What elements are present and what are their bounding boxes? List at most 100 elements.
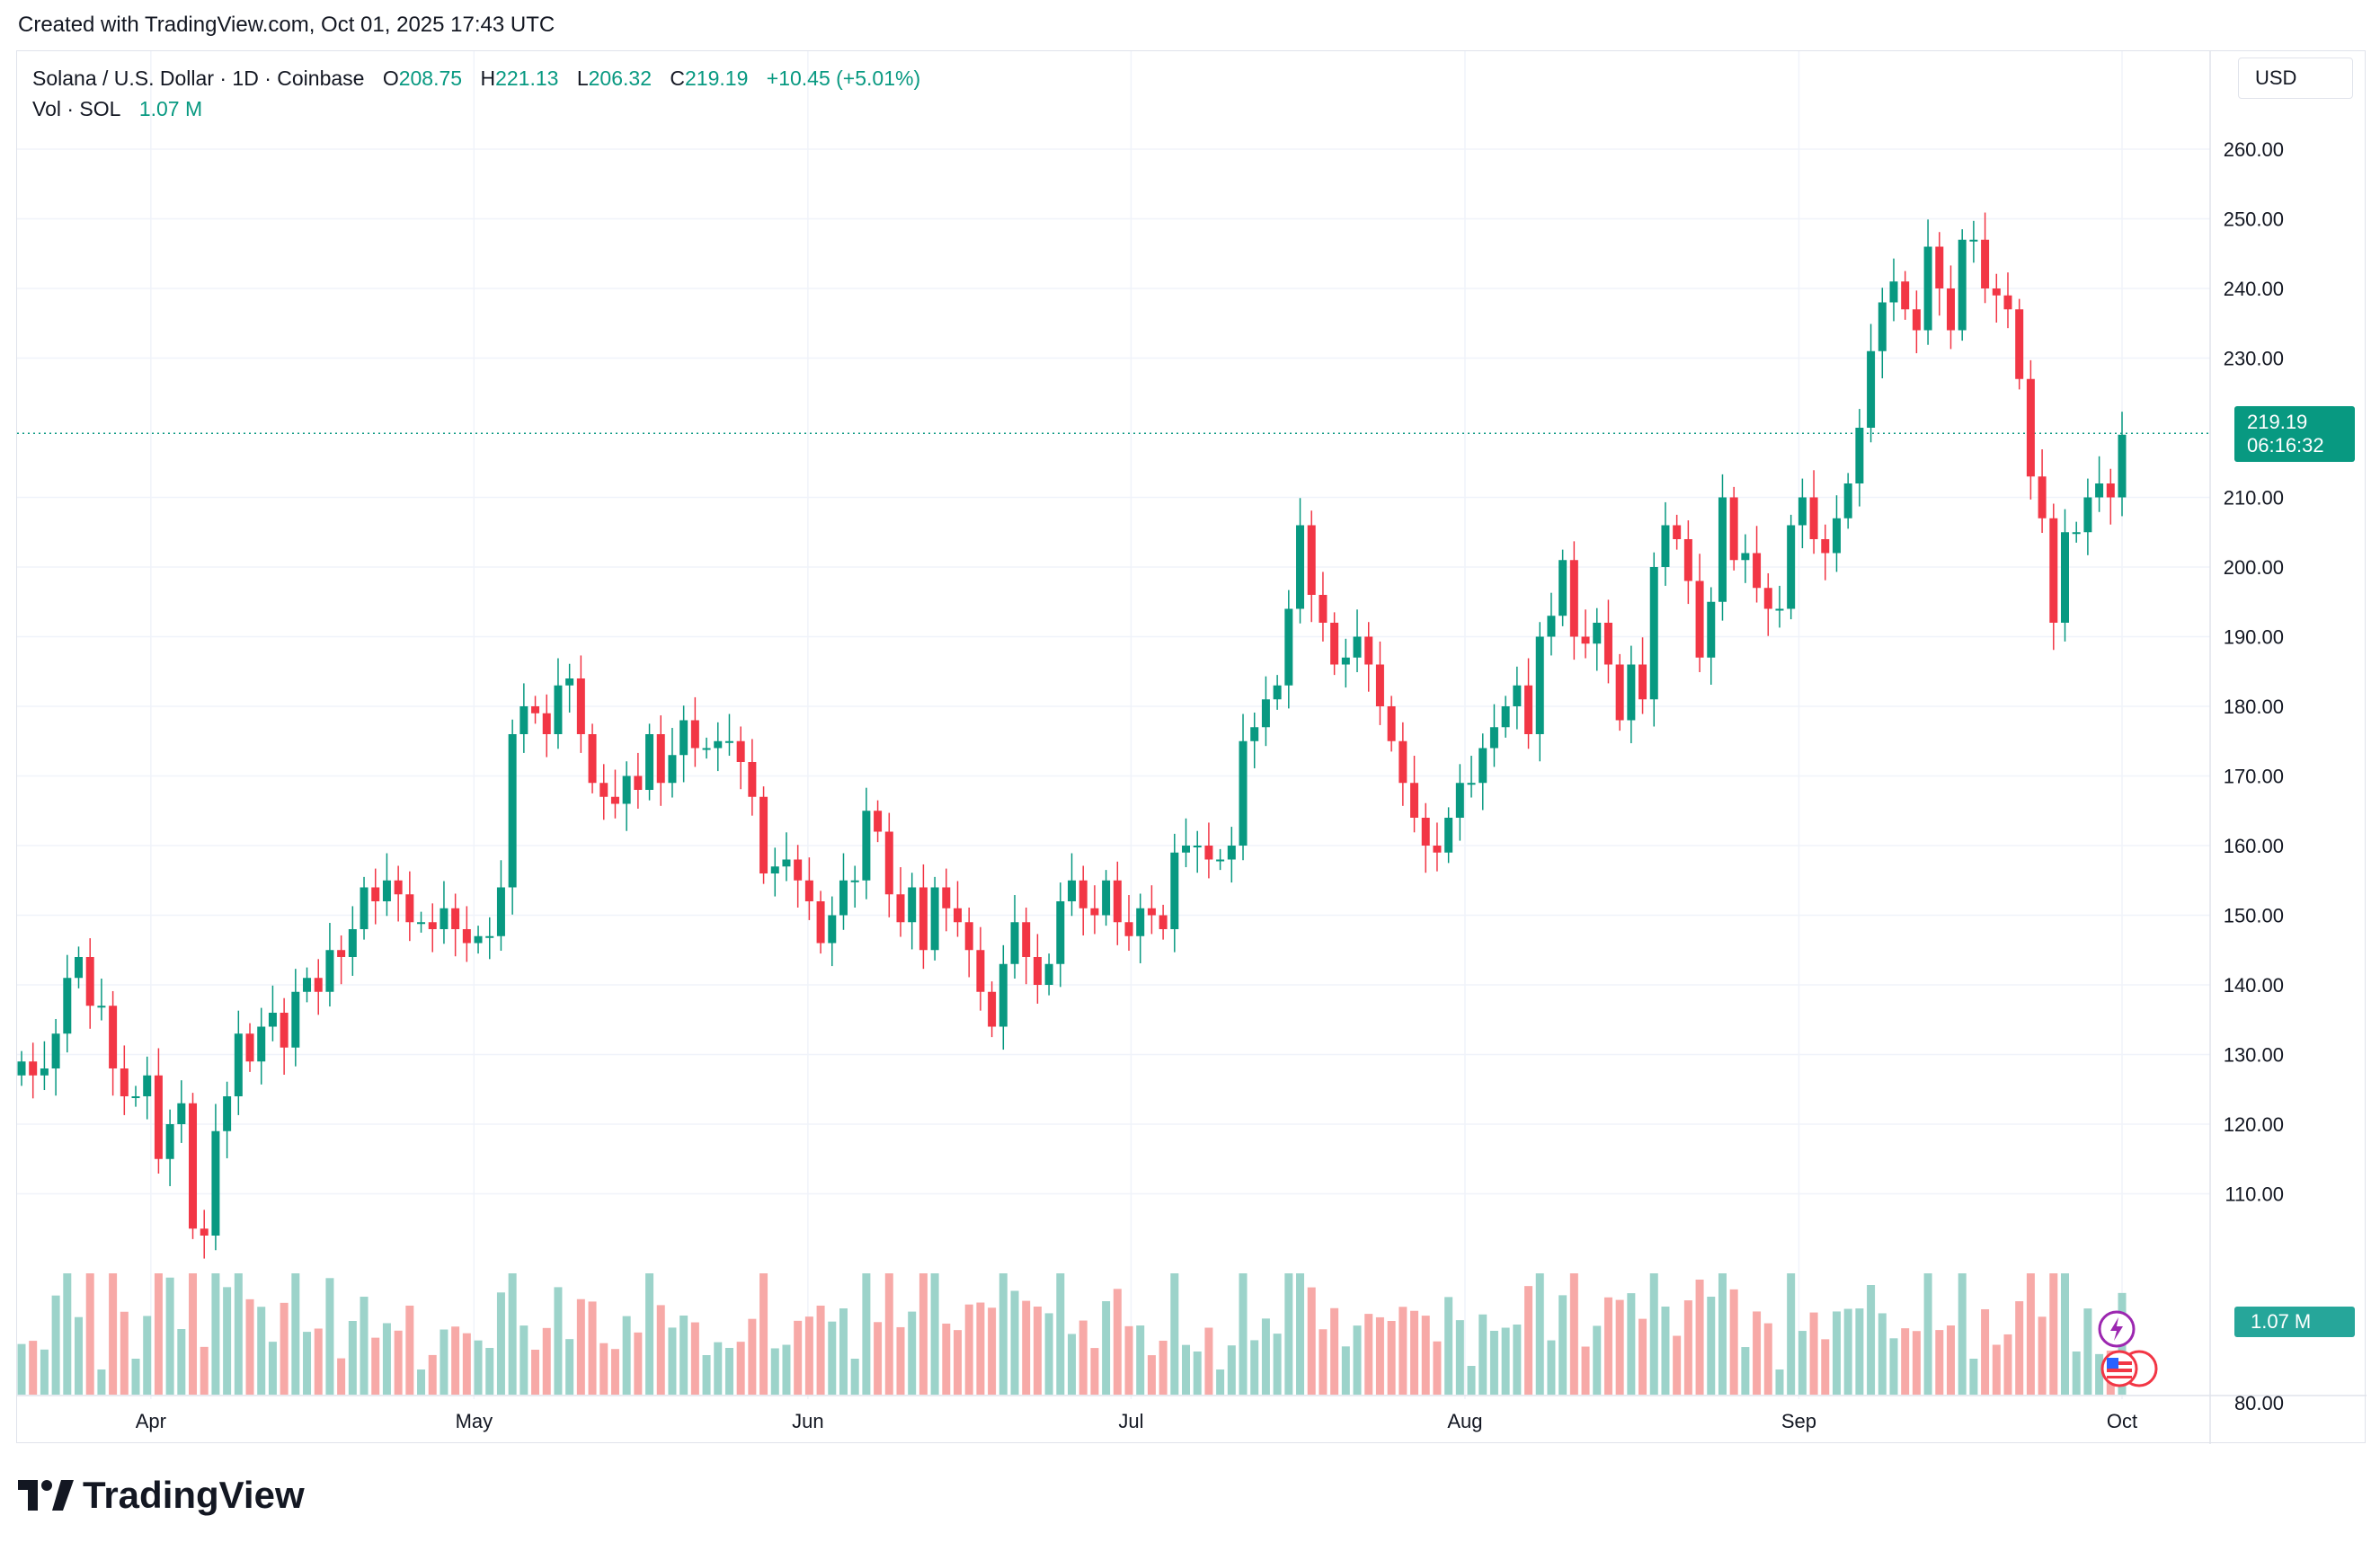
volume-bar [2095, 1353, 2104, 1395]
volume-bar [804, 1316, 813, 1395]
candle [405, 871, 414, 942]
candle [610, 769, 619, 819]
candle [1410, 756, 1419, 833]
candle [1969, 220, 1978, 263]
candle [930, 876, 939, 961]
candle [428, 903, 437, 953]
candle [1889, 258, 1898, 322]
candle [554, 658, 563, 749]
volume-bar [508, 1273, 517, 1395]
candle [576, 655, 585, 753]
volume-bar [1364, 1314, 1373, 1395]
volume-bar [1581, 1346, 1590, 1395]
candle [1559, 549, 1567, 626]
low-label: L [576, 66, 589, 90]
last-price-value: 219.19 [2247, 411, 2308, 433]
candle [417, 911, 426, 933]
candle [382, 853, 391, 917]
tradingview-logo[interactable]: TradingView [18, 1474, 305, 1517]
volume-bar [382, 1323, 391, 1395]
candle [245, 1023, 254, 1072]
candle [1627, 645, 1636, 744]
volume-bar [1992, 1344, 2001, 1395]
volume-bar [109, 1273, 118, 1395]
time-tick-label: Jul [1118, 1410, 1143, 1432]
candle [816, 891, 825, 954]
volume-bar [1559, 1295, 1567, 1395]
volume-bar [1649, 1273, 1658, 1395]
volume-bar [759, 1273, 768, 1395]
volume-bar [462, 1333, 471, 1395]
candle [1912, 290, 1921, 354]
volume-bar [1673, 1335, 1682, 1395]
candle [257, 1007, 266, 1085]
volume-bar [257, 1307, 266, 1395]
candle [714, 722, 723, 772]
volume-bar [1056, 1273, 1065, 1395]
us-flag-icon[interactable] [2094, 1346, 2166, 1391]
candle [1958, 229, 1967, 341]
volume-bar [1204, 1327, 1213, 1395]
candle [1227, 827, 1236, 883]
candle [2083, 478, 2092, 555]
price-chart[interactable]: 80.00 110.00 120.00 130.00 140.00 150.00 160.0… [17, 51, 2367, 1444]
candle [1707, 587, 1716, 685]
candle [656, 715, 665, 806]
volume-bar [542, 1327, 551, 1395]
volume-bar [679, 1315, 688, 1395]
volume-bar [850, 1359, 859, 1395]
candle [348, 906, 357, 976]
volume-bar [1330, 1307, 1339, 1395]
time-tick-label: Oct [2107, 1410, 2137, 1432]
volume-bar [1341, 1346, 1350, 1395]
candle [542, 694, 551, 758]
volume-bar [1878, 1313, 1887, 1395]
volume-bar [1912, 1331, 1921, 1395]
candle [1204, 822, 1213, 879]
candle [280, 997, 289, 1075]
candle [976, 926, 985, 1011]
candle [1319, 572, 1328, 642]
candle [2118, 412, 2127, 517]
lightning-icon[interactable] [2094, 1307, 2139, 1352]
candle [17, 1050, 26, 1086]
candle [942, 868, 951, 932]
volume-bar [314, 1328, 323, 1395]
candle [40, 1041, 49, 1091]
candle [1603, 599, 1612, 684]
time-tick-label: Sep [1781, 1410, 1816, 1432]
symbol-title[interactable]: Solana / U.S. Dollar · 1D · Coinbase [32, 66, 365, 90]
candle [1718, 474, 1727, 621]
volume-bar [714, 1342, 723, 1395]
volume-bar [988, 1307, 997, 1395]
candle [724, 713, 733, 757]
volume-bar [1353, 1325, 1362, 1395]
candle [1787, 514, 1796, 620]
volume-label[interactable]: Vol · SOL [32, 97, 121, 120]
candle [165, 1109, 174, 1186]
candle [440, 881, 448, 944]
volume-bar [417, 1369, 426, 1395]
volume-bar [1889, 1338, 1898, 1395]
candle [1250, 712, 1259, 768]
price-tick-label: 130.00 [2224, 1044, 2284, 1067]
candle [1753, 526, 1762, 603]
volume-bar [474, 1340, 483, 1395]
candle [828, 896, 837, 967]
volume-bar [2038, 1316, 2047, 1395]
volume-bar [337, 1358, 346, 1395]
volume-bar [440, 1329, 448, 1395]
volume-bar [2026, 1273, 2035, 1395]
volume-bar [2003, 1334, 2012, 1395]
volume-bar [165, 1277, 174, 1395]
candle [1022, 907, 1031, 985]
volume-bar [496, 1292, 505, 1395]
candle [371, 868, 380, 925]
volume-bar [782, 1344, 791, 1395]
chart-frame[interactable]: 80.00 110.00 120.00 130.00 140.00 150.00 160.0… [16, 50, 2367, 1444]
volume-bar [348, 1321, 357, 1395]
currency-selector[interactable]: USD [2238, 58, 2353, 99]
volume-bar [930, 1273, 939, 1395]
candle [394, 865, 403, 922]
volume-bar [599, 1343, 608, 1395]
